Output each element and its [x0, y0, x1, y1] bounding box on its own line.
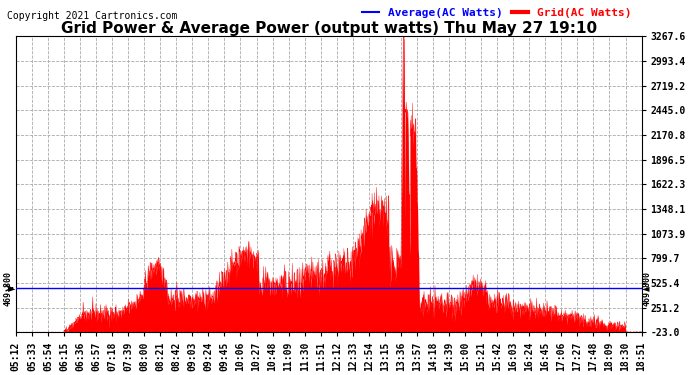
Title: Grid Power & Average Power (output watts) Thu May 27 19:10: Grid Power & Average Power (output watts… [61, 21, 597, 36]
Text: ►: ► [8, 283, 16, 293]
Text: 469.800: 469.800 [3, 270, 12, 306]
Text: Copyright 2021 Cartronics.com: Copyright 2021 Cartronics.com [7, 11, 177, 21]
Legend: Average(AC Watts), Grid(AC Watts): Average(AC Watts), Grid(AC Watts) [358, 3, 636, 22]
Text: ◄: ◄ [642, 283, 649, 293]
Text: 469.800: 469.800 [643, 270, 652, 306]
